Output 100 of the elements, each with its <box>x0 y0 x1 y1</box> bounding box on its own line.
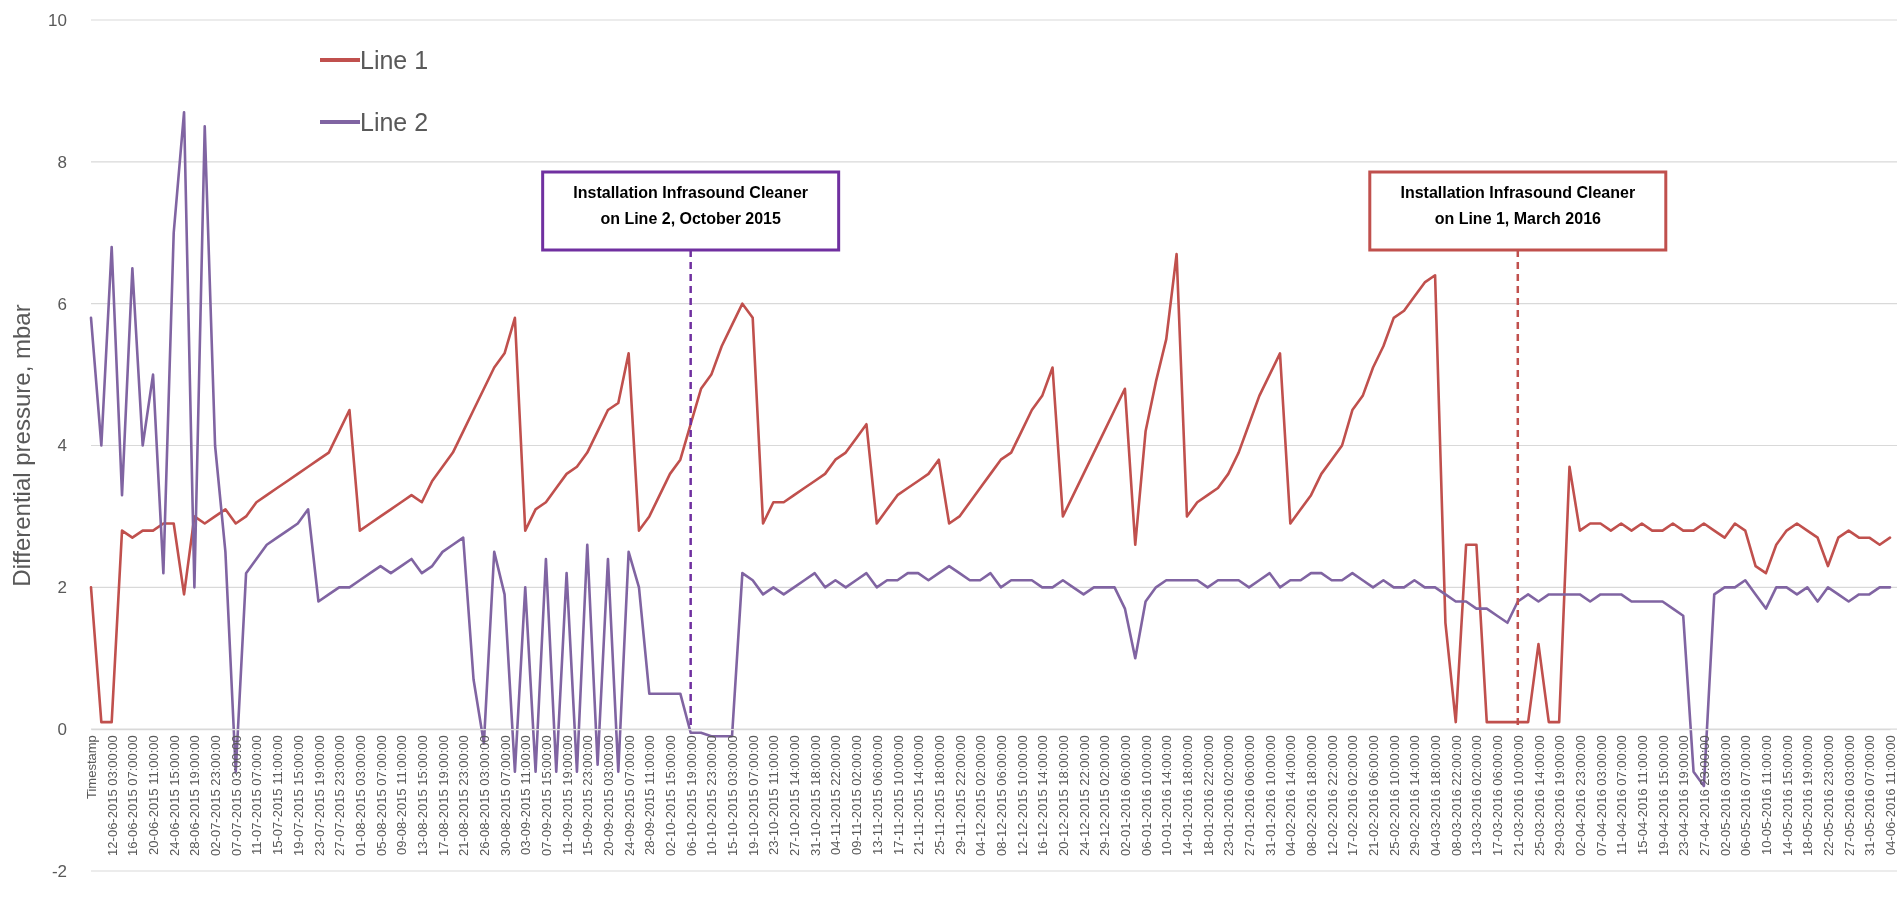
x-tick-label: 14-01-2016 18:00:00 <box>1179 735 1195 856</box>
y-tick-label: 10 <box>48 10 67 30</box>
x-tick-label: 06-10-2015 19:00:00 <box>683 735 699 856</box>
x-tick-label: 19-04-2016 15:00:00 <box>1655 735 1671 856</box>
x-tick-label: 03-09-2015 11:00:00 <box>518 735 534 855</box>
x-tick-label: 04-06-2016 11:00:00 <box>1883 735 1897 855</box>
y-tick-label: 4 <box>57 436 67 456</box>
x-tick-label: 27-04-2016 23:00:00 <box>1696 735 1712 856</box>
x-tick-label: 07-09-2015 15:00:00 <box>538 735 554 856</box>
x-tick-label: 18-05-2016 19:00:00 <box>1800 735 1816 856</box>
x-tick-label: 14-05-2016 15:00:00 <box>1779 735 1795 856</box>
x-tick-label: 17-03-2016 06:00:00 <box>1490 735 1506 856</box>
ref-line-label: Installation Infrasound Cleaner on Line 1, March 2016 <box>1400 184 1636 227</box>
ref-line-label: Installation Infrasound Cleaner on Line 2, October 2015 <box>573 184 809 227</box>
x-tick-label: 04-02-2016 14:00:00 <box>1283 735 1299 856</box>
x-tick-label: 11-04-2016 07:00:00 <box>1614 735 1630 855</box>
x-tick-label: 31-05-2016 07:00:00 <box>1862 735 1878 856</box>
x-tick-label: 27-07-2015 23:00:00 <box>332 735 348 856</box>
x-tick-label: 02-07-2015 23:00:00 <box>208 735 224 856</box>
x-tick-label: 29-03-2016 19:00:00 <box>1552 735 1568 856</box>
x-tick-label: 19-10-2015 07:00:00 <box>745 735 761 856</box>
y-tick-label: 8 <box>57 152 67 172</box>
x-tick-label: 20-09-2015 03:00:00 <box>601 735 616 856</box>
x-tick-label: 02-04-2016 23:00:00 <box>1572 735 1588 856</box>
x-tick-label: 25-11-2015 18:00:00 <box>931 735 947 855</box>
x-tick-label: 26-08-2015 03:00:00 <box>476 735 492 856</box>
x-tick-label: 24-12-2015 22:00:00 <box>1076 735 1092 856</box>
x-tick-label: 23-07-2015 19:00:00 <box>311 735 327 856</box>
x-tick-label: 15-09-2015 23:00:00 <box>580 735 596 856</box>
x-tick-label: 06-01-2016 10:00:00 <box>1138 735 1154 856</box>
x-tick-label: 24-06-2015 15:00:00 <box>166 735 182 856</box>
y-tick-label: -2 <box>51 861 67 881</box>
x-tick-label: 31-01-2016 10:00:00 <box>1262 735 1278 856</box>
x-tick-label: 10-01-2016 14:00:00 <box>1159 735 1175 856</box>
x-tick-label: 02-01-2016 06:00:00 <box>1117 735 1133 856</box>
y-tick-label: 0 <box>57 720 67 740</box>
x-tick-label: 30-08-2015 07:00:00 <box>497 735 513 856</box>
x-tick-label: 23-04-2016 19:00:00 <box>1676 735 1692 856</box>
x-tick-label: 05-08-2015 07:00:00 <box>373 735 389 856</box>
x-tick-label: 31-10-2015 18:00:00 <box>807 735 823 856</box>
x-tick-label: 23-10-2015 11:00:00 <box>766 735 782 855</box>
legend-label: Line 1 <box>360 45 429 74</box>
x-tick-label: 11-09-2015 19:00:00 <box>559 735 575 855</box>
x-tick-label: 25-02-2016 10:00:00 <box>1386 735 1402 856</box>
x-tick-label: 04-11-2015 22:00:00 <box>828 735 844 855</box>
x-tick-label: 21-03-2016 10:00:00 <box>1510 735 1526 856</box>
x-tick-label: 12-02-2016 22:00:00 <box>1324 735 1340 856</box>
x-tick-label: 04-12-2015 02:00:00 <box>973 735 989 856</box>
x-tick-label: 29-02-2016 14:00:00 <box>1407 735 1423 856</box>
x-tick-label: 17-11-2015 10:00:00 <box>890 735 906 855</box>
x-tick-label: 27-10-2015 14:00:00 <box>787 735 803 856</box>
x-tick-label: 08-12-2015 06:00:00 <box>993 735 1009 856</box>
x-tick-label: 22-05-2016 23:00:00 <box>1821 735 1837 856</box>
x-tick-label: 10-05-2016 11:00:00 <box>1758 735 1774 855</box>
x-tick-label: 21-08-2015 23:00:00 <box>456 735 472 856</box>
x-tick-label: 21-02-2016 06:00:00 <box>1366 735 1382 856</box>
x-tick-label: 07-07-2015 03:00:00 <box>228 735 244 856</box>
x-tick-label: 28-06-2015 19:00:00 <box>187 735 203 856</box>
x-tick-label: 08-02-2016 18:00:00 <box>1304 735 1320 856</box>
x-tick-label: 09-11-2015 02:00:00 <box>849 735 865 855</box>
x-tick-label: 07-04-2016 03:00:00 <box>1593 735 1609 856</box>
legend-label: Line 2 <box>360 107 429 136</box>
x-tick-label: 15-07-2015 11:00:00 <box>270 735 286 855</box>
x-tick-label: 02-05-2016 03:00:00 <box>1717 735 1733 856</box>
x-tick-label: 13-08-2015 15:00:00 <box>414 735 430 856</box>
y-tick-label: 6 <box>57 294 67 314</box>
x-tick-label: 25-03-2016 14:00:00 <box>1531 735 1547 856</box>
x-tick-label: Timestamp <box>84 735 100 799</box>
x-tick-label: 12-06-2015 03:00:00 <box>104 735 120 856</box>
x-tick-label: 24-09-2015 07:00:00 <box>621 735 637 856</box>
x-tick-label: 09-08-2015 11:00:00 <box>394 735 410 855</box>
x-tick-label: 02-10-2015 15:00:00 <box>663 735 679 856</box>
x-tick-label: 23-01-2016 02:00:00 <box>1221 735 1237 856</box>
x-tick-label: 18-01-2016 22:00:00 <box>1200 735 1216 856</box>
x-tick-label: 27-01-2016 06:00:00 <box>1242 735 1258 856</box>
x-tick-label: 01-08-2015 03:00:00 <box>352 735 368 856</box>
y-axis-title: Differential pressure, mbar <box>8 304 35 587</box>
x-tick-label: 13-11-2015 06:00:00 <box>869 735 885 855</box>
x-tick-label: 17-02-2016 02:00:00 <box>1345 735 1361 856</box>
x-tick-label: 27-05-2016 03:00:00 <box>1841 735 1857 856</box>
x-tick-label: 28-09-2015 11:00:00 <box>642 735 658 855</box>
x-tick-label: 04-03-2016 18:00:00 <box>1428 735 1444 856</box>
line-series <box>89 252 1892 724</box>
x-tick-label: 29-11-2015 22:00:00 <box>952 735 968 855</box>
x-tick-label: 20-06-2015 11:00:00 <box>146 735 162 855</box>
x-tick-label: 10-10-2015 23:00:00 <box>704 735 720 856</box>
x-tick-label: 06-05-2016 07:00:00 <box>1738 735 1754 856</box>
x-tick-label: 13-03-2016 02:00:00 <box>1469 735 1485 856</box>
x-tick-label: 20-12-2015 18:00:00 <box>1055 735 1071 856</box>
x-tick-label: 19-07-2015 15:00:00 <box>290 735 306 856</box>
x-tick-label: 16-06-2015 07:00:00 <box>125 735 141 856</box>
x-tick-label: 16-12-2015 14:00:00 <box>1035 735 1051 856</box>
x-tick-label: 21-11-2015 14:00:00 <box>911 735 927 855</box>
x-tick-label: 29-12-2015 02:00:00 <box>1097 735 1113 856</box>
x-tick-label: 15-10-2015 03:00:00 <box>725 735 741 856</box>
y-tick-label: 2 <box>57 578 67 598</box>
x-tick-label: 11-07-2015 07:00:00 <box>249 735 265 855</box>
x-tick-label: 17-08-2015 19:00:00 <box>435 735 451 856</box>
x-tick-label: 12-12-2015 10:00:00 <box>1014 735 1030 856</box>
x-tick-label: 08-03-2016 22:00:00 <box>1448 735 1464 856</box>
